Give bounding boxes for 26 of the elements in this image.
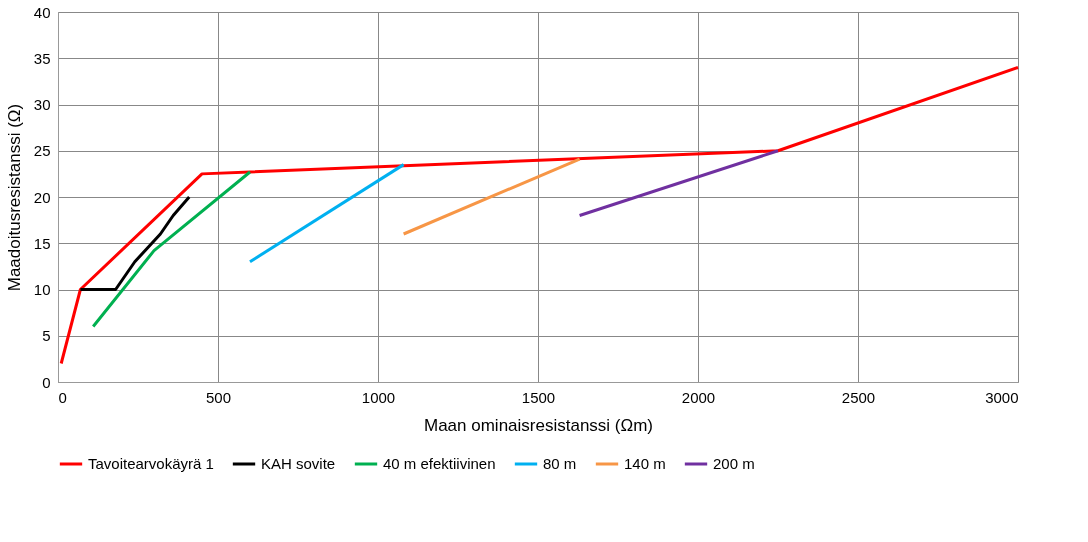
x-tick-label: 2500: [841, 388, 876, 406]
legend-label: 200 m: [713, 455, 755, 472]
y-tick-label: 20: [33, 188, 51, 206]
y-tick-label: 0: [42, 373, 51, 391]
x-tick-label: 1000: [361, 388, 396, 406]
line-series: [78, 195, 191, 291]
x-tick-label: 0: [58, 388, 67, 406]
legend-label: 40 m efektiivinen: [383, 455, 496, 472]
y-tick-label: 5: [42, 327, 51, 345]
y-axis-title: Maadoitusresistanssi (Ω): [4, 103, 24, 292]
y-tick-label: 35: [33, 49, 51, 67]
legend-label: 140 m: [624, 455, 666, 472]
y-tick-label: 40: [33, 3, 51, 21]
legend-label: Tavoitearvokäyrä 1: [88, 455, 214, 472]
x-axis-title: Maan ominaisresistanssi (Ωm): [423, 415, 654, 435]
y-tick-label: 10: [33, 281, 51, 298]
y-tick-label: 30: [33, 96, 51, 113]
legend-label: KAH sovite: [261, 455, 336, 472]
x-tick-label: 1500: [521, 388, 556, 406]
x-tick-label: 3000: [985, 388, 1019, 406]
y-tick-label: 15: [33, 234, 51, 252]
x-tick-label: 500: [205, 388, 232, 406]
y-tick-label: 25: [33, 142, 51, 160]
line-series: [59, 66, 1020, 365]
x-tick-label: 2000: [681, 388, 716, 406]
legend-label: 80 m: [543, 455, 577, 472]
